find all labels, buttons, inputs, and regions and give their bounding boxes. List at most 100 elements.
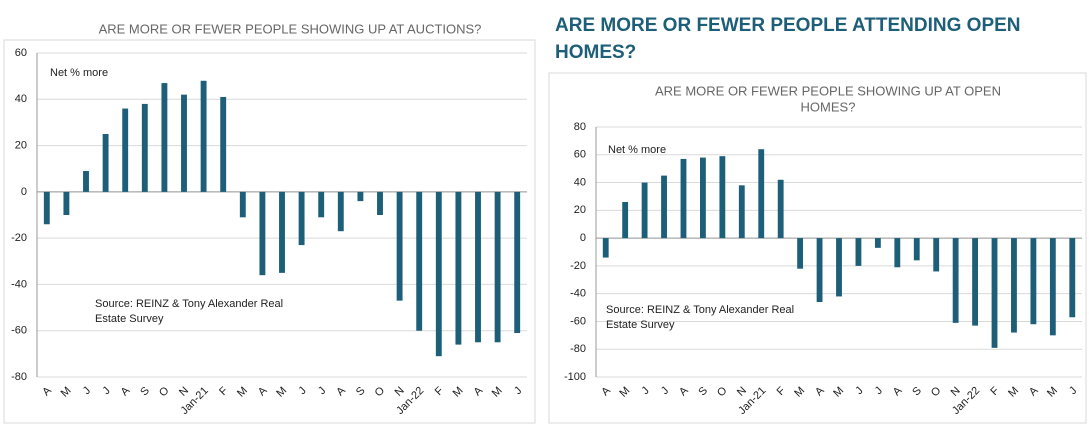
bar (641, 182, 648, 239)
x-tick-label: M (451, 385, 466, 400)
y-tick-label: -80 (11, 371, 27, 383)
frame (548, 72, 1087, 424)
x-tick-label: S (138, 385, 152, 399)
bar (279, 191, 285, 273)
y-tick-label: -60 (11, 325, 27, 337)
x-tick-label: F (433, 385, 446, 398)
x-tick-label: O (715, 384, 730, 399)
y-tick-label: 0 (21, 186, 27, 198)
bar (797, 238, 804, 269)
bar (1011, 238, 1017, 333)
x-tick-label: O (373, 384, 388, 399)
x-tick-label: M (1045, 385, 1060, 400)
x-tick-label: F (217, 385, 230, 398)
bar (874, 238, 881, 248)
bar (719, 156, 726, 239)
bar (913, 238, 920, 261)
x-tick-label: A (119, 384, 133, 398)
bar (972, 238, 978, 326)
x-tick-label: M (617, 385, 632, 400)
heading: HOMES? (555, 42, 636, 63)
annotation: Net % more (50, 67, 108, 79)
y-tick-label: 60 (574, 149, 586, 161)
bar (63, 191, 70, 215)
x-tick-label: A (599, 384, 613, 398)
x-tick-label: J (81, 385, 93, 397)
x-tick-label: A (677, 384, 691, 398)
bar (298, 191, 305, 246)
frame (3, 39, 536, 424)
x-tick-label: A (40, 384, 54, 398)
bar (43, 191, 50, 225)
x-tick-label: J (639, 385, 651, 397)
x-tick-label: A (334, 384, 348, 398)
x-tick-label: A (471, 384, 485, 398)
bar (161, 83, 168, 192)
bar (855, 238, 862, 266)
y-tick-label: 80 (574, 121, 586, 133)
x-tick-label: M (792, 385, 807, 400)
y-tick-label: 40 (15, 93, 27, 105)
x-tick-label: J (512, 385, 524, 397)
bar (933, 238, 940, 272)
x-tick-label: S (696, 385, 710, 399)
bar (396, 191, 403, 301)
bar (181, 94, 187, 192)
bar (416, 191, 423, 331)
bar (758, 149, 765, 239)
x-tick-label: A (1027, 384, 1041, 398)
bar (622, 202, 629, 239)
chart-title: HOMES? (801, 99, 856, 114)
bar (102, 134, 109, 192)
bar (1030, 238, 1037, 325)
x-tick-label: S (354, 385, 368, 399)
y-tick-label: -20 (570, 260, 586, 272)
bar (661, 175, 667, 239)
bar (836, 238, 842, 297)
bar (200, 80, 207, 192)
annotation: Net % more (608, 144, 666, 156)
x-tick-label: S (910, 385, 924, 399)
bar (1049, 238, 1056, 336)
bar (680, 158, 687, 239)
x-tick-label: M (235, 385, 250, 400)
bar (122, 108, 129, 192)
bar (738, 185, 745, 239)
bar (259, 191, 266, 276)
source-note: Estate Survey (95, 313, 164, 325)
bar (777, 179, 784, 239)
bar (357, 191, 364, 202)
x-tick-label: O (929, 384, 944, 399)
x-tick-label: J (296, 385, 308, 397)
source-note: Source: REINZ & Tony Alexander Real (95, 298, 283, 310)
source-note: Source: REINZ & Tony Alexander Real (606, 304, 794, 316)
bar (239, 191, 246, 218)
y-tick-label: 60 (15, 47, 27, 59)
x-tick-label: M (490, 385, 505, 400)
bar (1069, 238, 1076, 318)
source-note: Estate Survey (606, 319, 675, 331)
y-tick-label: -60 (570, 315, 586, 327)
x-tick-label: M (1006, 385, 1021, 400)
y-tick-label: -20 (11, 232, 27, 244)
bar (377, 191, 383, 215)
y-tick-label: -100 (564, 371, 586, 383)
bar (494, 191, 501, 343)
x-tick-label: A (891, 384, 905, 398)
bar (141, 103, 148, 192)
y-tick-label: 40 (574, 176, 586, 188)
y-tick-label: 0 (580, 232, 586, 244)
bar (435, 191, 442, 357)
heading: ARE MORE OR FEWER PEOPLE ATTENDING OPEN (555, 15, 1021, 36)
x-tick-label: M (831, 385, 846, 400)
bar (816, 238, 823, 302)
bar (952, 238, 959, 323)
x-tick-label: J (100, 385, 112, 397)
x-tick-label: J (1067, 385, 1079, 397)
bar (318, 191, 325, 218)
x-tick-label: A (813, 384, 827, 398)
bar (220, 96, 227, 192)
x-tick-label: M (274, 385, 289, 400)
